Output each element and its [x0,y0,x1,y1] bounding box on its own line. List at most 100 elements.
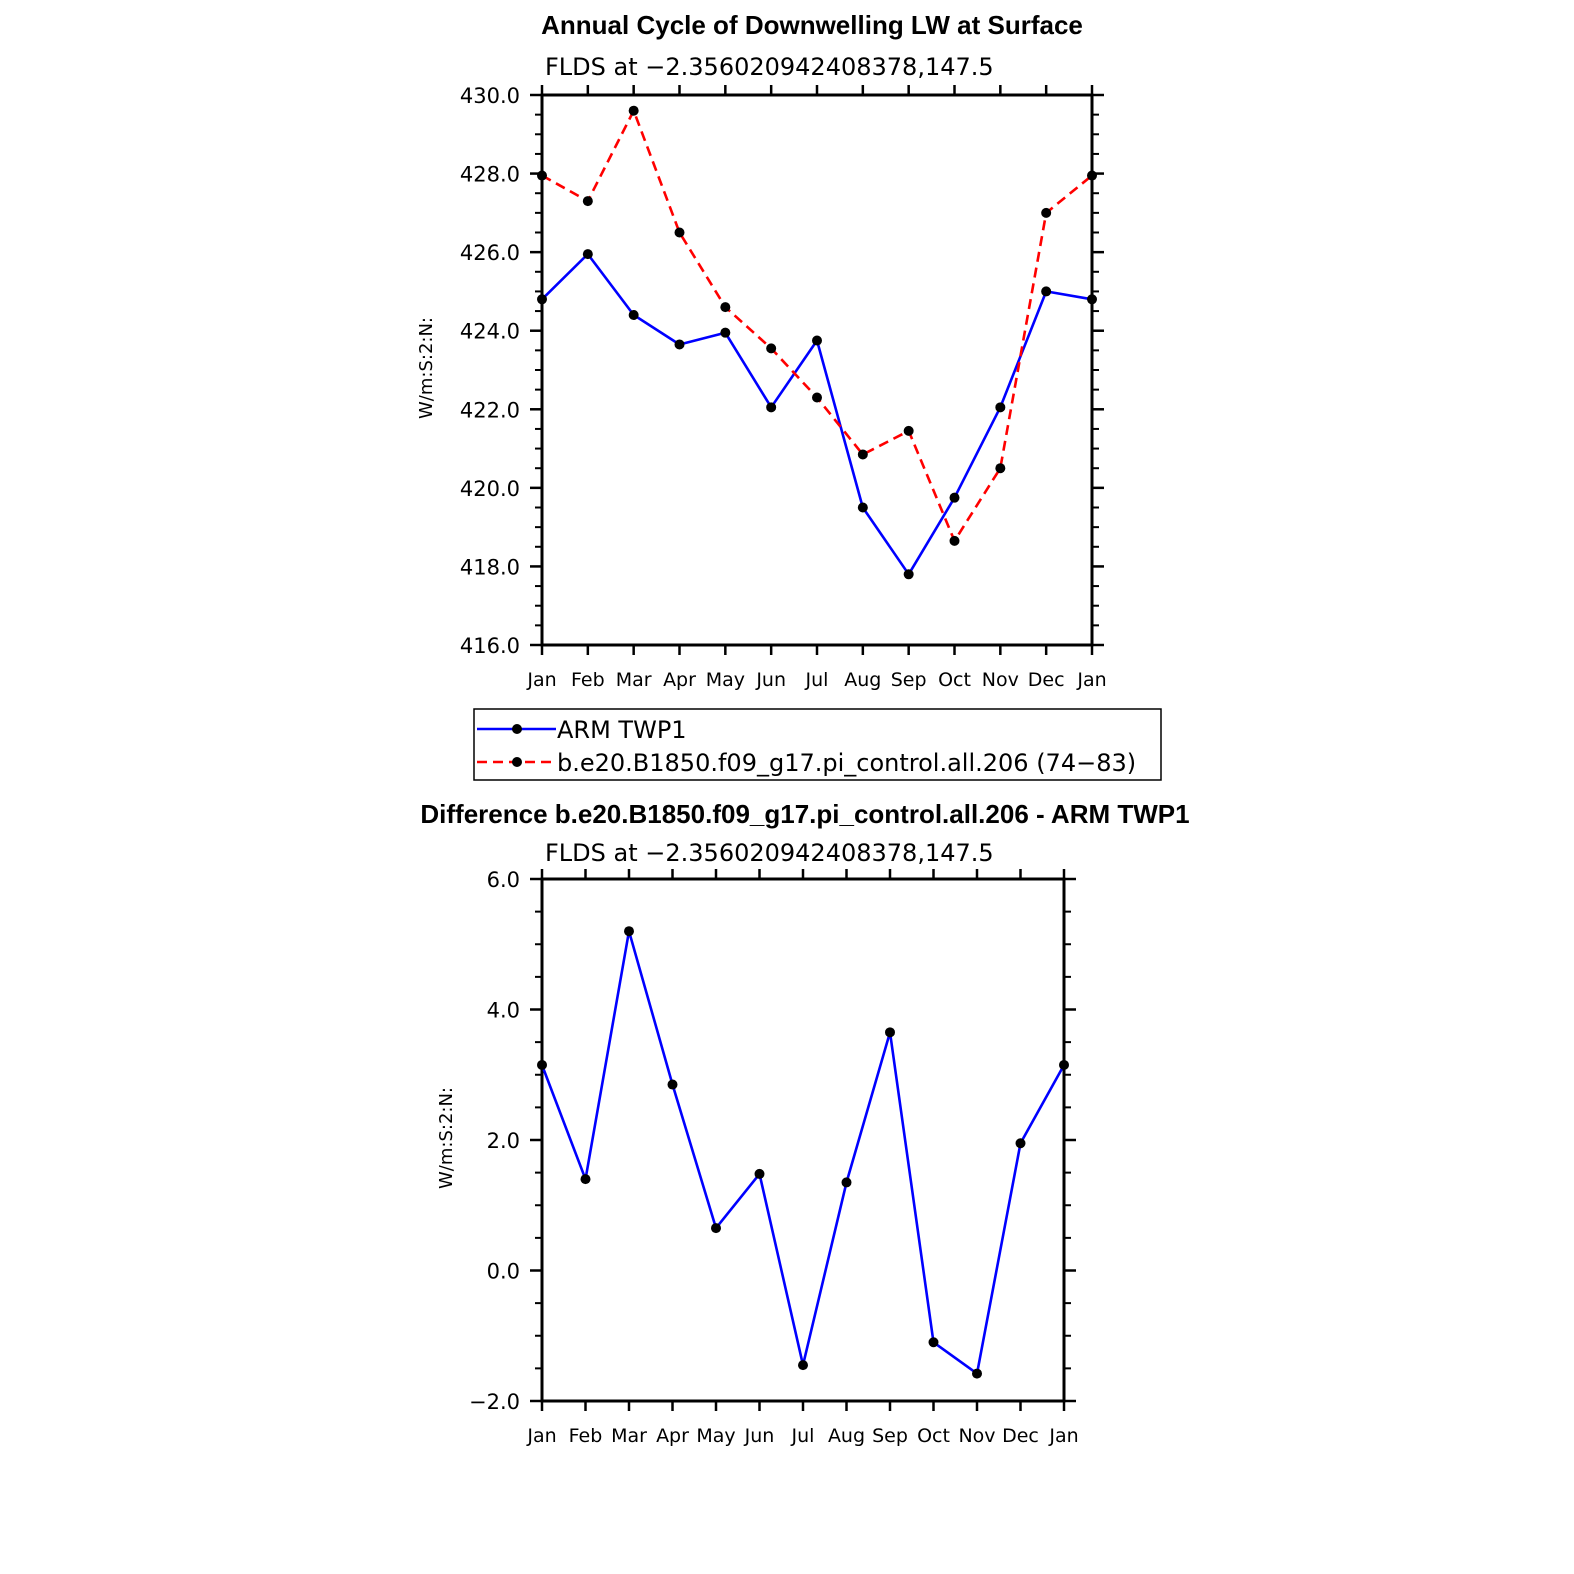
legend-label-obs: ARM TWP1 [557,716,687,744]
series-point-0 [1059,1059,1069,1070]
series-point-0 [580,1174,591,1185]
y-tick-label: 0.0 [487,1260,520,1284]
series-point-0 [949,492,960,503]
series-point-1 [1087,170,1097,181]
series-point-0 [754,1168,765,1179]
series-point-0 [798,1360,808,1371]
x-tick-label: Nov [958,1425,995,1447]
legend-marker-obs [512,724,522,734]
series-point-0 [624,926,634,937]
series-point-0 [903,569,914,580]
series-point-0 [537,1059,547,1070]
x-tick-label: Mar [616,669,652,691]
chart2-title: Difference b.e20.B1850.f09_g17.pi_contro… [420,799,1189,829]
chart2-plot-area: −2.0 0.0 2.0 4.0 6.0 Jan Feb Mar Apr May Jun Jul Aug… [469,868,1079,1447]
x-tick-label: May [696,1425,735,1447]
chart1-plot-area: 416.0 418.0 420.0 422.0 424.0 426.0 428.0 430.0… [460,84,1107,691]
series-point-0 [674,339,685,350]
legend: ARM TWP1 b.e20.B1850.f09_g17.pi_control.… [473,708,1162,781]
x-tick-label: Jan [1048,1425,1078,1447]
y-tick-label: 416.0 [460,634,520,658]
x-tick-label: Jan [1076,669,1106,691]
legend-marker-model [512,757,522,767]
series-point-0 [812,335,822,346]
chart1-ylabel: W/m:S:2:N: [416,317,437,419]
series-point-1 [582,196,593,207]
x-tick-label: Aug [844,669,881,691]
x-tick-label: Nov [982,669,1019,691]
chart2-ylabel: W/m:S:2:N: [436,1087,457,1189]
series-point-0 [885,1027,895,1038]
series-point-0 [628,310,639,320]
y-tick-label: 420.0 [460,477,520,501]
y-tick-label: −2.0 [469,1390,520,1414]
series-point-0 [582,249,593,260]
series-line-1 [541,109,1093,543]
series-point-0 [972,1368,982,1379]
series-point-0 [928,1337,939,1348]
chart1-title: Annual Cycle of Downwelling LW at Surfac… [541,10,1083,40]
x-tick-label: Jan [526,1425,556,1447]
series-point-0 [1015,1138,1026,1149]
legend-entry-model: b.e20.B1850.f09_g17.pi_control.all.206 (… [477,749,1136,777]
series-point-0 [766,402,777,413]
series-point-1 [995,463,1006,474]
series-point-1 [674,227,685,238]
legend-label-model: b.e20.B1850.f09_g17.pi_control.all.206 (… [557,749,1136,777]
x-tick-label: Aug [828,1425,865,1447]
series-point-0 [1087,294,1097,305]
series-point-0 [720,327,731,338]
x-tick-label: Oct [938,669,971,691]
series-point-0 [667,1079,678,1090]
series-point-1 [812,392,822,403]
series-point-0 [711,1223,721,1234]
legend-entry-obs: ARM TWP1 [477,716,687,744]
y-tick-label: 428.0 [460,163,520,187]
x-tick-label: Feb [571,669,605,691]
x-tick-label: Sep [872,1425,908,1447]
y-tick-label: 418.0 [460,555,520,579]
x-tick-label: Jun [744,1425,775,1447]
x-tick-label: Mar [611,1425,647,1447]
x-tick-label: Dec [1002,1425,1039,1447]
chart2-subtitle: FLDS at −2.356020942408378,147.5 [545,839,994,867]
y-tick-label: 430.0 [460,84,520,108]
y-tick-label: 2.0 [487,1129,520,1153]
series-point-1 [857,449,868,460]
y-tick-label: 4.0 [487,999,520,1023]
series-line-0 [540,929,1066,1375]
x-tick-label: Jun [755,669,786,691]
series-point-0 [537,294,547,305]
series-point-0 [857,502,868,513]
series-point-0 [995,402,1006,413]
x-tick-label: Feb [569,1425,603,1447]
y-tick-label: 426.0 [460,241,520,265]
x-tick-label: Jul [791,1425,815,1447]
chart-annual-cycle: Annual Cycle of Downwelling LW at Surfac… [416,10,1107,691]
y-tick-label: 6.0 [487,868,520,892]
series-point-1 [628,105,639,116]
legend-box [473,708,1162,781]
series-point-1 [903,425,914,436]
chart1-subtitle: FLDS at −2.356020942408378,147.5 [545,53,994,81]
series-point-1 [949,535,960,546]
y-tick-label: 424.0 [460,320,520,344]
chart1-frame [540,93,1094,647]
x-tick-label: May [706,669,745,691]
x-tick-label: Dec [1028,669,1065,691]
series-point-0 [1041,286,1052,297]
x-tick-label: Oct [917,1425,950,1447]
series-point-1 [766,343,777,354]
x-tick-label: Apr [663,669,696,691]
chart-difference: Difference b.e20.B1850.f09_g17.pi_contro… [420,799,1189,1447]
x-tick-label: Apr [656,1425,689,1447]
x-tick-label: Sep [891,669,927,691]
x-tick-label: Jul [805,669,829,691]
x-tick-label: Jan [526,669,556,691]
series-point-1 [720,302,731,313]
series-point-1 [1041,207,1052,218]
series-point-1 [537,170,547,181]
y-tick-label: 422.0 [460,398,520,422]
series-point-0 [841,1177,852,1188]
